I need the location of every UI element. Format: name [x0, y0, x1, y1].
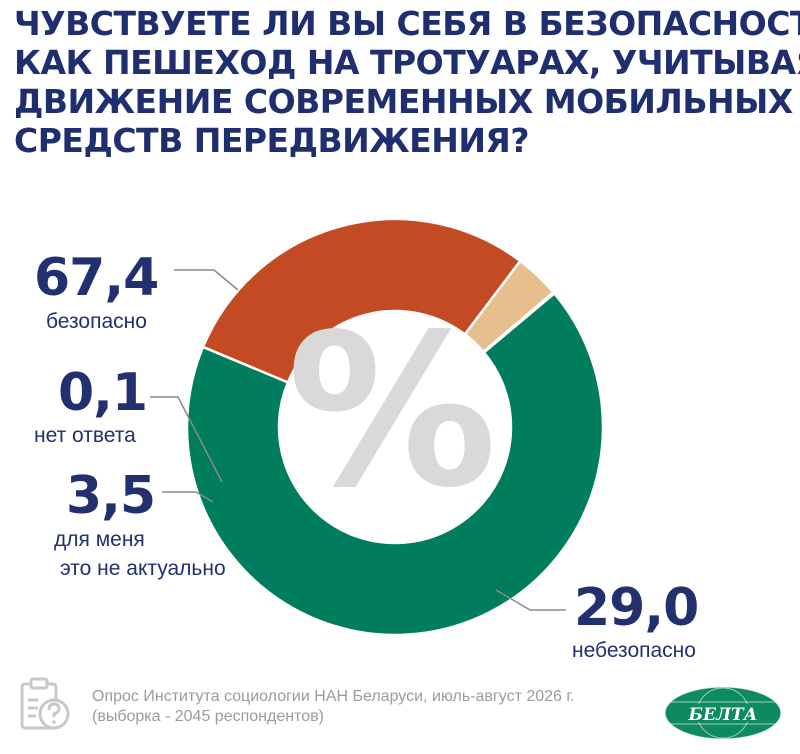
title-line-3: ДВИЖЕНИЕ СОВРЕМЕННЫХ МОБИЛЬНЫХ	[14, 82, 793, 121]
label-unsafe: небезопасно	[572, 639, 696, 662]
value-safe: 67,4	[34, 248, 159, 308]
belta-logo: БЕЛТА	[664, 686, 782, 740]
slice-safe	[185, 291, 605, 637]
source-line-2: (выборка - 2045 респондентов)	[92, 708, 324, 725]
source-line-1: Опрос Института социологии НАН Беларуси,…	[92, 688, 575, 705]
leader-line-not-relevant	[162, 491, 214, 503]
title-line-1: ЧУВСТВУЕТЕ ЛИ ВЫ СЕБЯ В БЕЗОПАСНОСТИ	[14, 4, 800, 43]
slice-no-answer	[481, 290, 557, 355]
clipboard-question-icon	[20, 677, 70, 730]
value-unsafe: 29,0	[574, 578, 699, 638]
slice-unsafe	[201, 217, 523, 384]
leader-line-safe	[174, 269, 239, 291]
chart-title: ЧУВСТВУЕТЕ ЛИ ВЫ СЕБЯ В БЕЗОПАСНОСТИ КАК…	[14, 4, 800, 160]
percent-symbol: %	[287, 289, 497, 534]
leader-line-unsafe	[495, 589, 566, 611]
label-no-answer: нет ответа	[34, 424, 136, 447]
logo-text: БЕЛТА	[687, 705, 757, 725]
title-line-2: КАК ПЕШЕХОД НА ТРОТУАРАХ, УЧИТЫВАЯ	[14, 43, 800, 82]
label-not-relevant-1: для меня	[54, 528, 145, 551]
value-not-relevant: 3,5	[66, 466, 156, 526]
value-no-answer: 0,1	[58, 363, 148, 423]
label-not-relevant-2: это не актуально	[60, 557, 226, 580]
leader-line-no-answer	[150, 396, 223, 483]
label-safe: безопасно	[46, 310, 147, 333]
source-note: Опрос Института социологии НАН Беларуси,…	[92, 687, 672, 727]
title-line-4: СРЕДСТВ ПЕРЕДВИЖЕНИЯ?	[14, 121, 530, 160]
